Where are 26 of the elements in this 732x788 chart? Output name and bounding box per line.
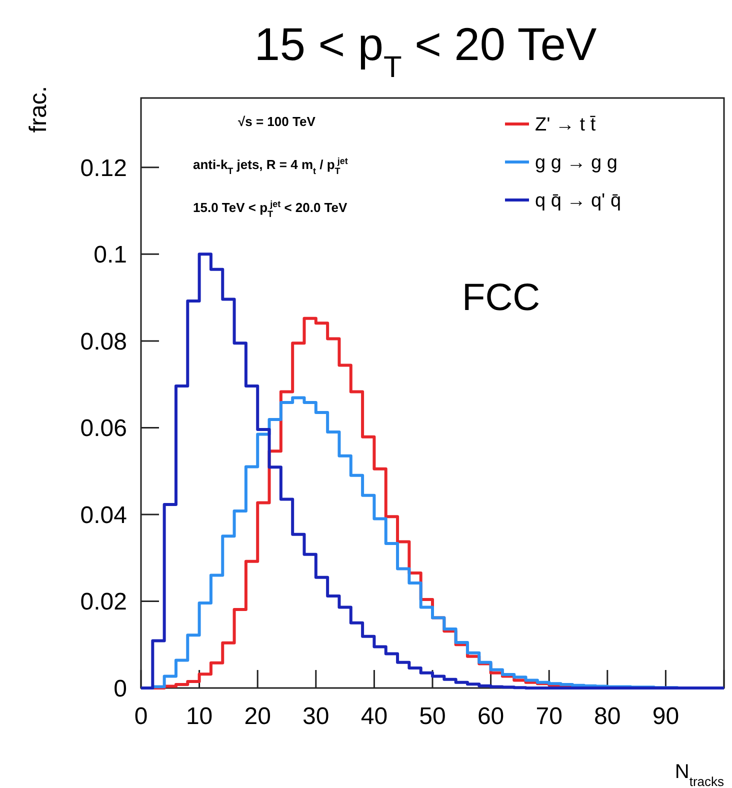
y-tick-label: 0 [114,675,127,702]
y-tick-label: 0.1 [94,242,127,269]
x-tick-label: 10 [186,703,213,730]
x-tick-label: 70 [536,703,562,730]
x-tick-label: 20 [244,703,271,730]
y-axis-title: frac. [25,86,52,133]
x-tick-label: 60 [477,703,504,730]
legend-label: Z' → t t̄ [535,114,596,136]
y-tick-label: 0.04 [80,502,127,529]
x-axis-title: N$_{tracks}$ [674,761,724,788]
x-tick-label: 40 [360,703,388,730]
annotation: 15.0 TeV < p$_{T}$$^{jet}$ < 20.0 TeV [193,199,348,219]
y-tick-label: 0.06 [80,415,127,442]
chart-title: 15 < p$_{T}$ < 20 TeV [254,18,597,84]
legend-label: g g → g g [535,152,618,174]
x-tick-label: 80 [594,703,621,730]
legend-label: q q̄ → q' q̄ [535,190,622,212]
x-tick-label: 30 [302,703,330,730]
annotation: FCC [462,277,540,319]
x-tick-label: 0 [134,703,148,730]
x-tick-label: 50 [419,703,446,730]
y-tick-label: 0.08 [80,328,127,356]
y-tick-label: 0.12 [80,154,127,182]
x-tick-label: 90 [652,703,680,730]
annotation: √s = 100 TeV [238,114,316,129]
y-tick-label: 0.02 [80,588,127,616]
